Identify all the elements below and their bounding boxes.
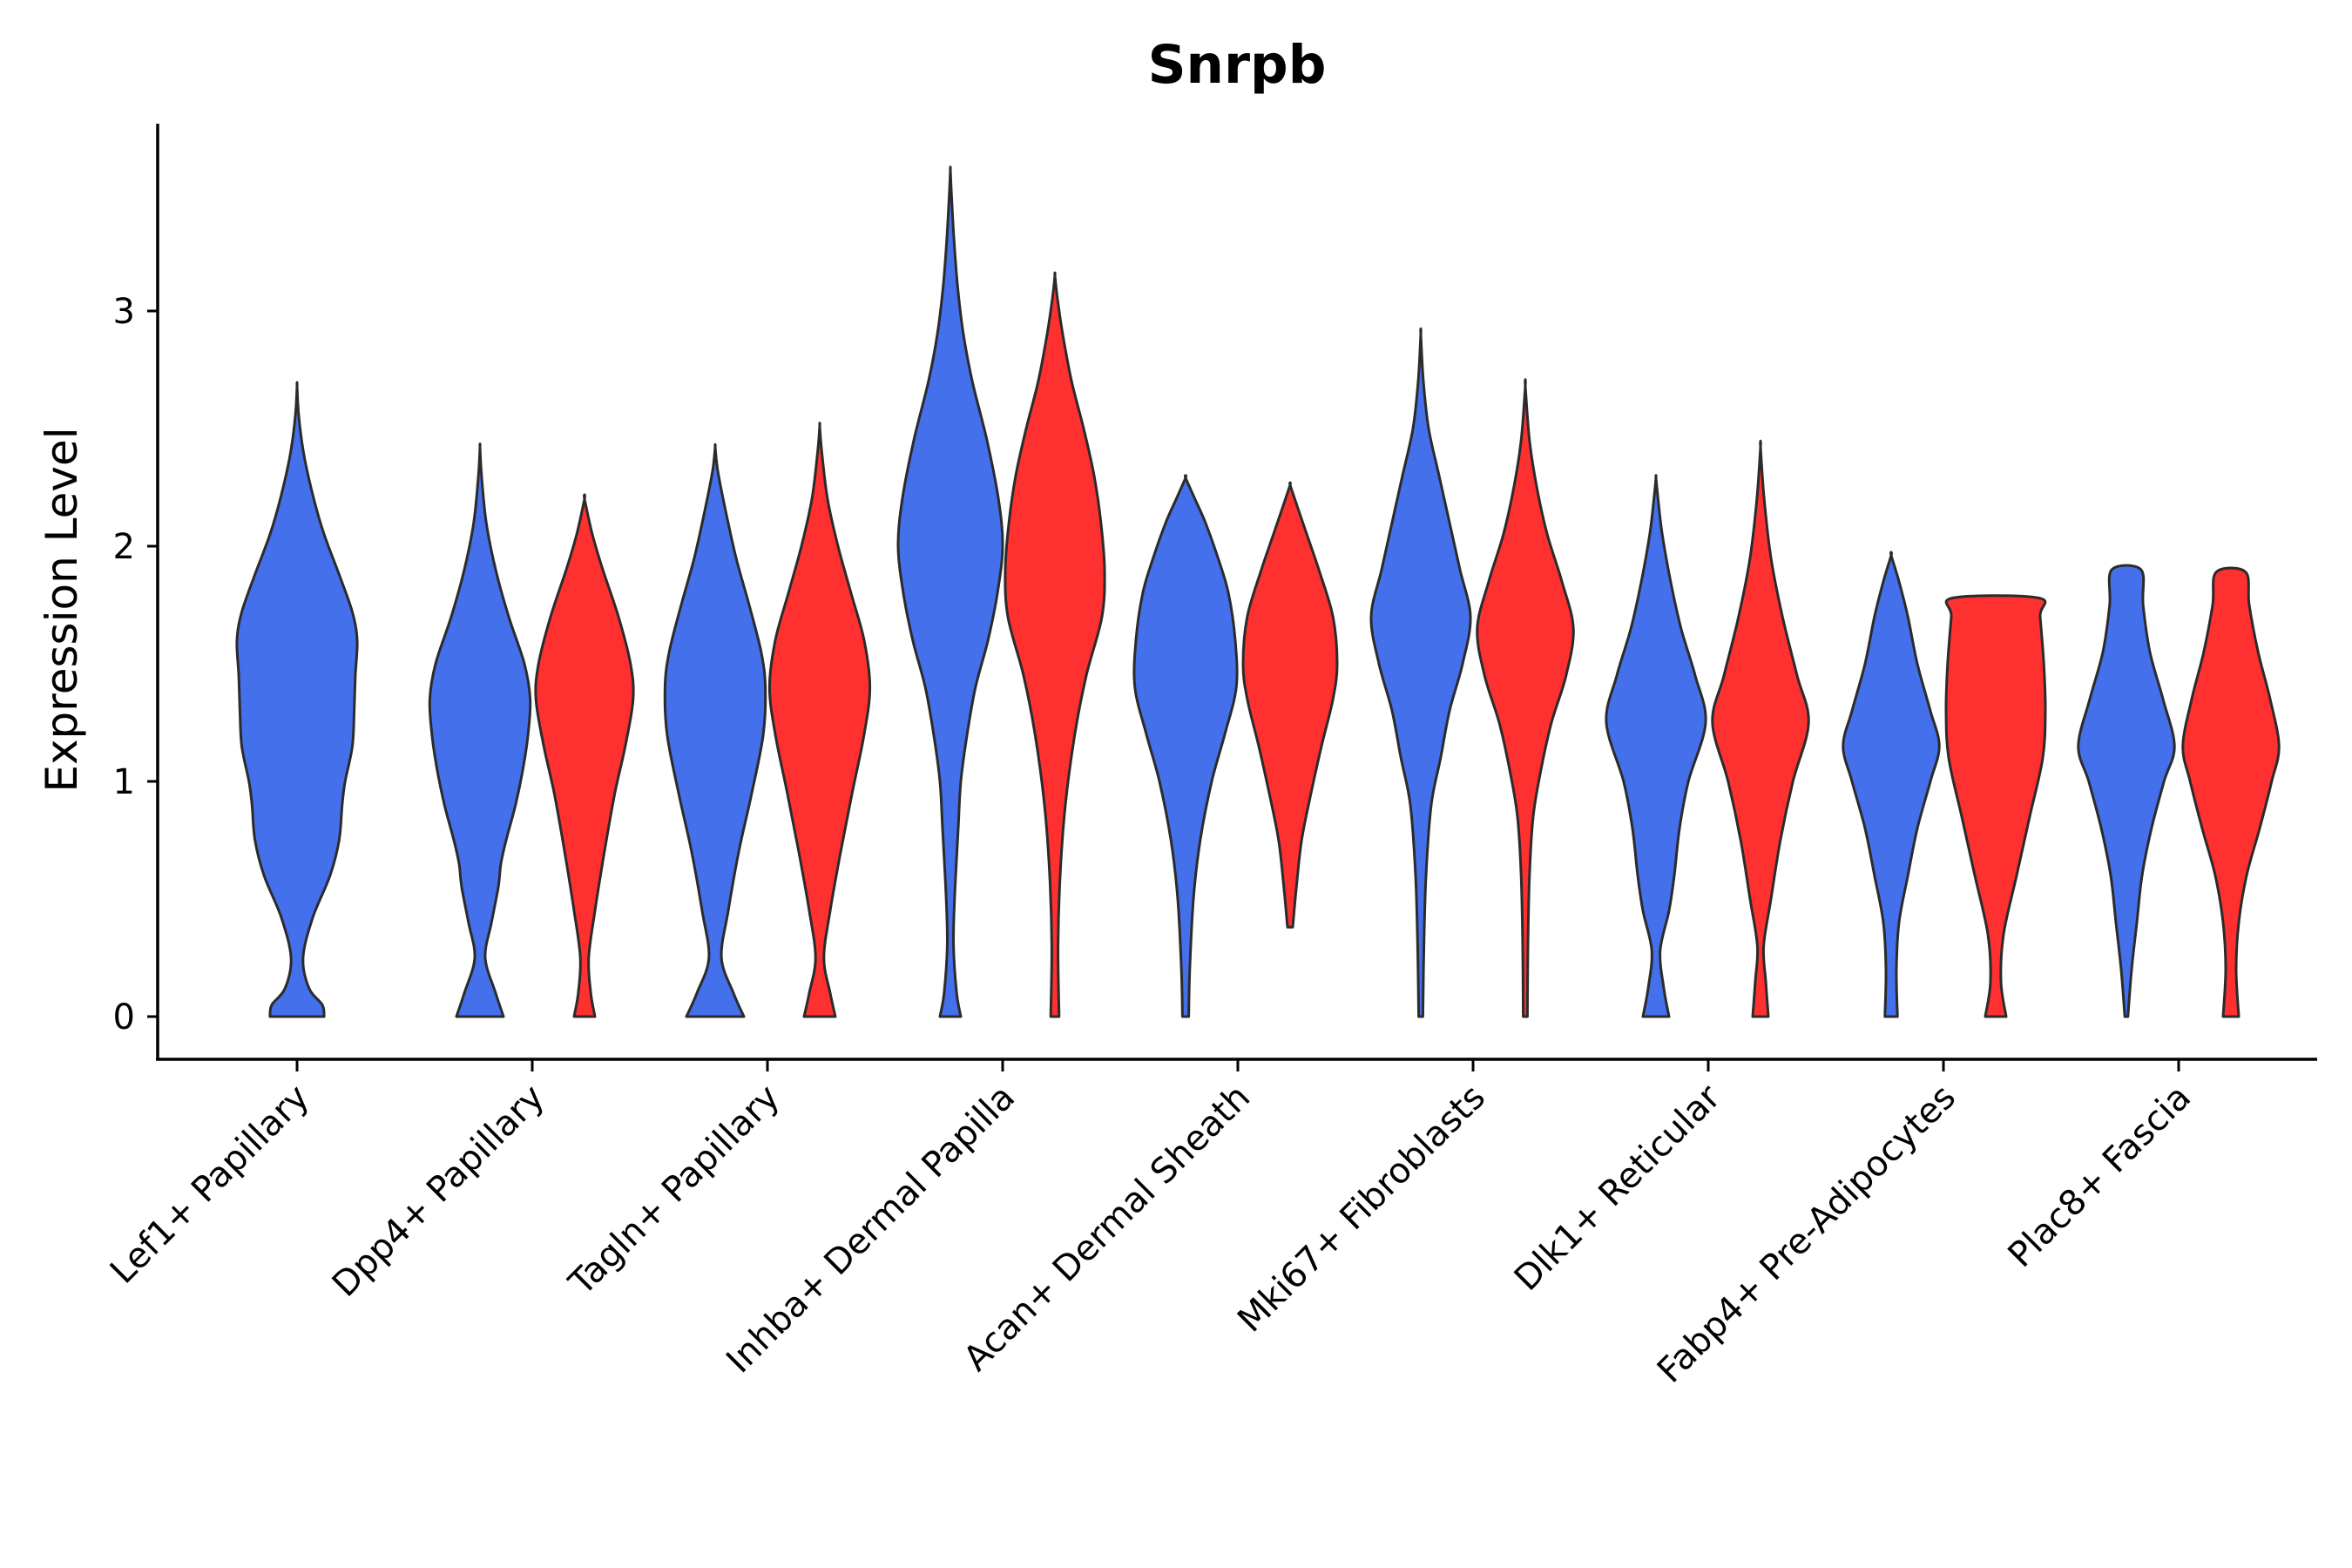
violin-blue: [428, 443, 532, 1018]
violin-blue: [1369, 327, 1472, 1018]
y-axis-label: Expression Level: [37, 427, 87, 792]
violin-blue: [1132, 474, 1239, 1018]
x-tick-label: Dpp4+ Papillary: [325, 1078, 552, 1305]
violin-red: [1711, 439, 1810, 1018]
violin-blue: [896, 166, 1004, 1018]
violin-blue: [235, 381, 359, 1018]
x-tick-label: Lef1+ Papillary: [103, 1078, 317, 1292]
y-tick-label-2: 2: [113, 527, 135, 567]
x-tick-label: Dlk1+ Reticular: [1507, 1077, 1729, 1299]
violin-red: [534, 493, 635, 1018]
violin-blue: [1605, 474, 1707, 1018]
x-tick-label: Mki67+ Fibroblasts: [1230, 1078, 1493, 1341]
violin-blue: [663, 443, 767, 1018]
violin-blue: [1842, 551, 1941, 1018]
violin-red: [1241, 481, 1339, 929]
x-tick-label: Tagln+ Papillary: [561, 1078, 787, 1304]
y-tick-label-1: 1: [113, 762, 135, 802]
violin-red: [2181, 566, 2281, 1018]
violin-red: [1004, 271, 1106, 1018]
violin-red: [1944, 594, 2047, 1018]
violin-red: [767, 422, 872, 1018]
x-ticks: Lef1+ Papillary Dpp4+ Papillary Tagln+ Pap…: [103, 1059, 2199, 1391]
y-tick-label-0: 0: [113, 997, 135, 1037]
y-ticks: 0 1 2 3: [113, 292, 158, 1037]
violin-blue: [2077, 564, 2176, 1018]
chart-title: Snrpb: [1148, 34, 1327, 96]
y-tick-label-3: 3: [113, 292, 135, 332]
violins-layer: [235, 166, 2281, 1018]
violin-red: [1476, 378, 1575, 1018]
x-tick-label: Plac8+ Fascia: [2001, 1078, 2200, 1276]
